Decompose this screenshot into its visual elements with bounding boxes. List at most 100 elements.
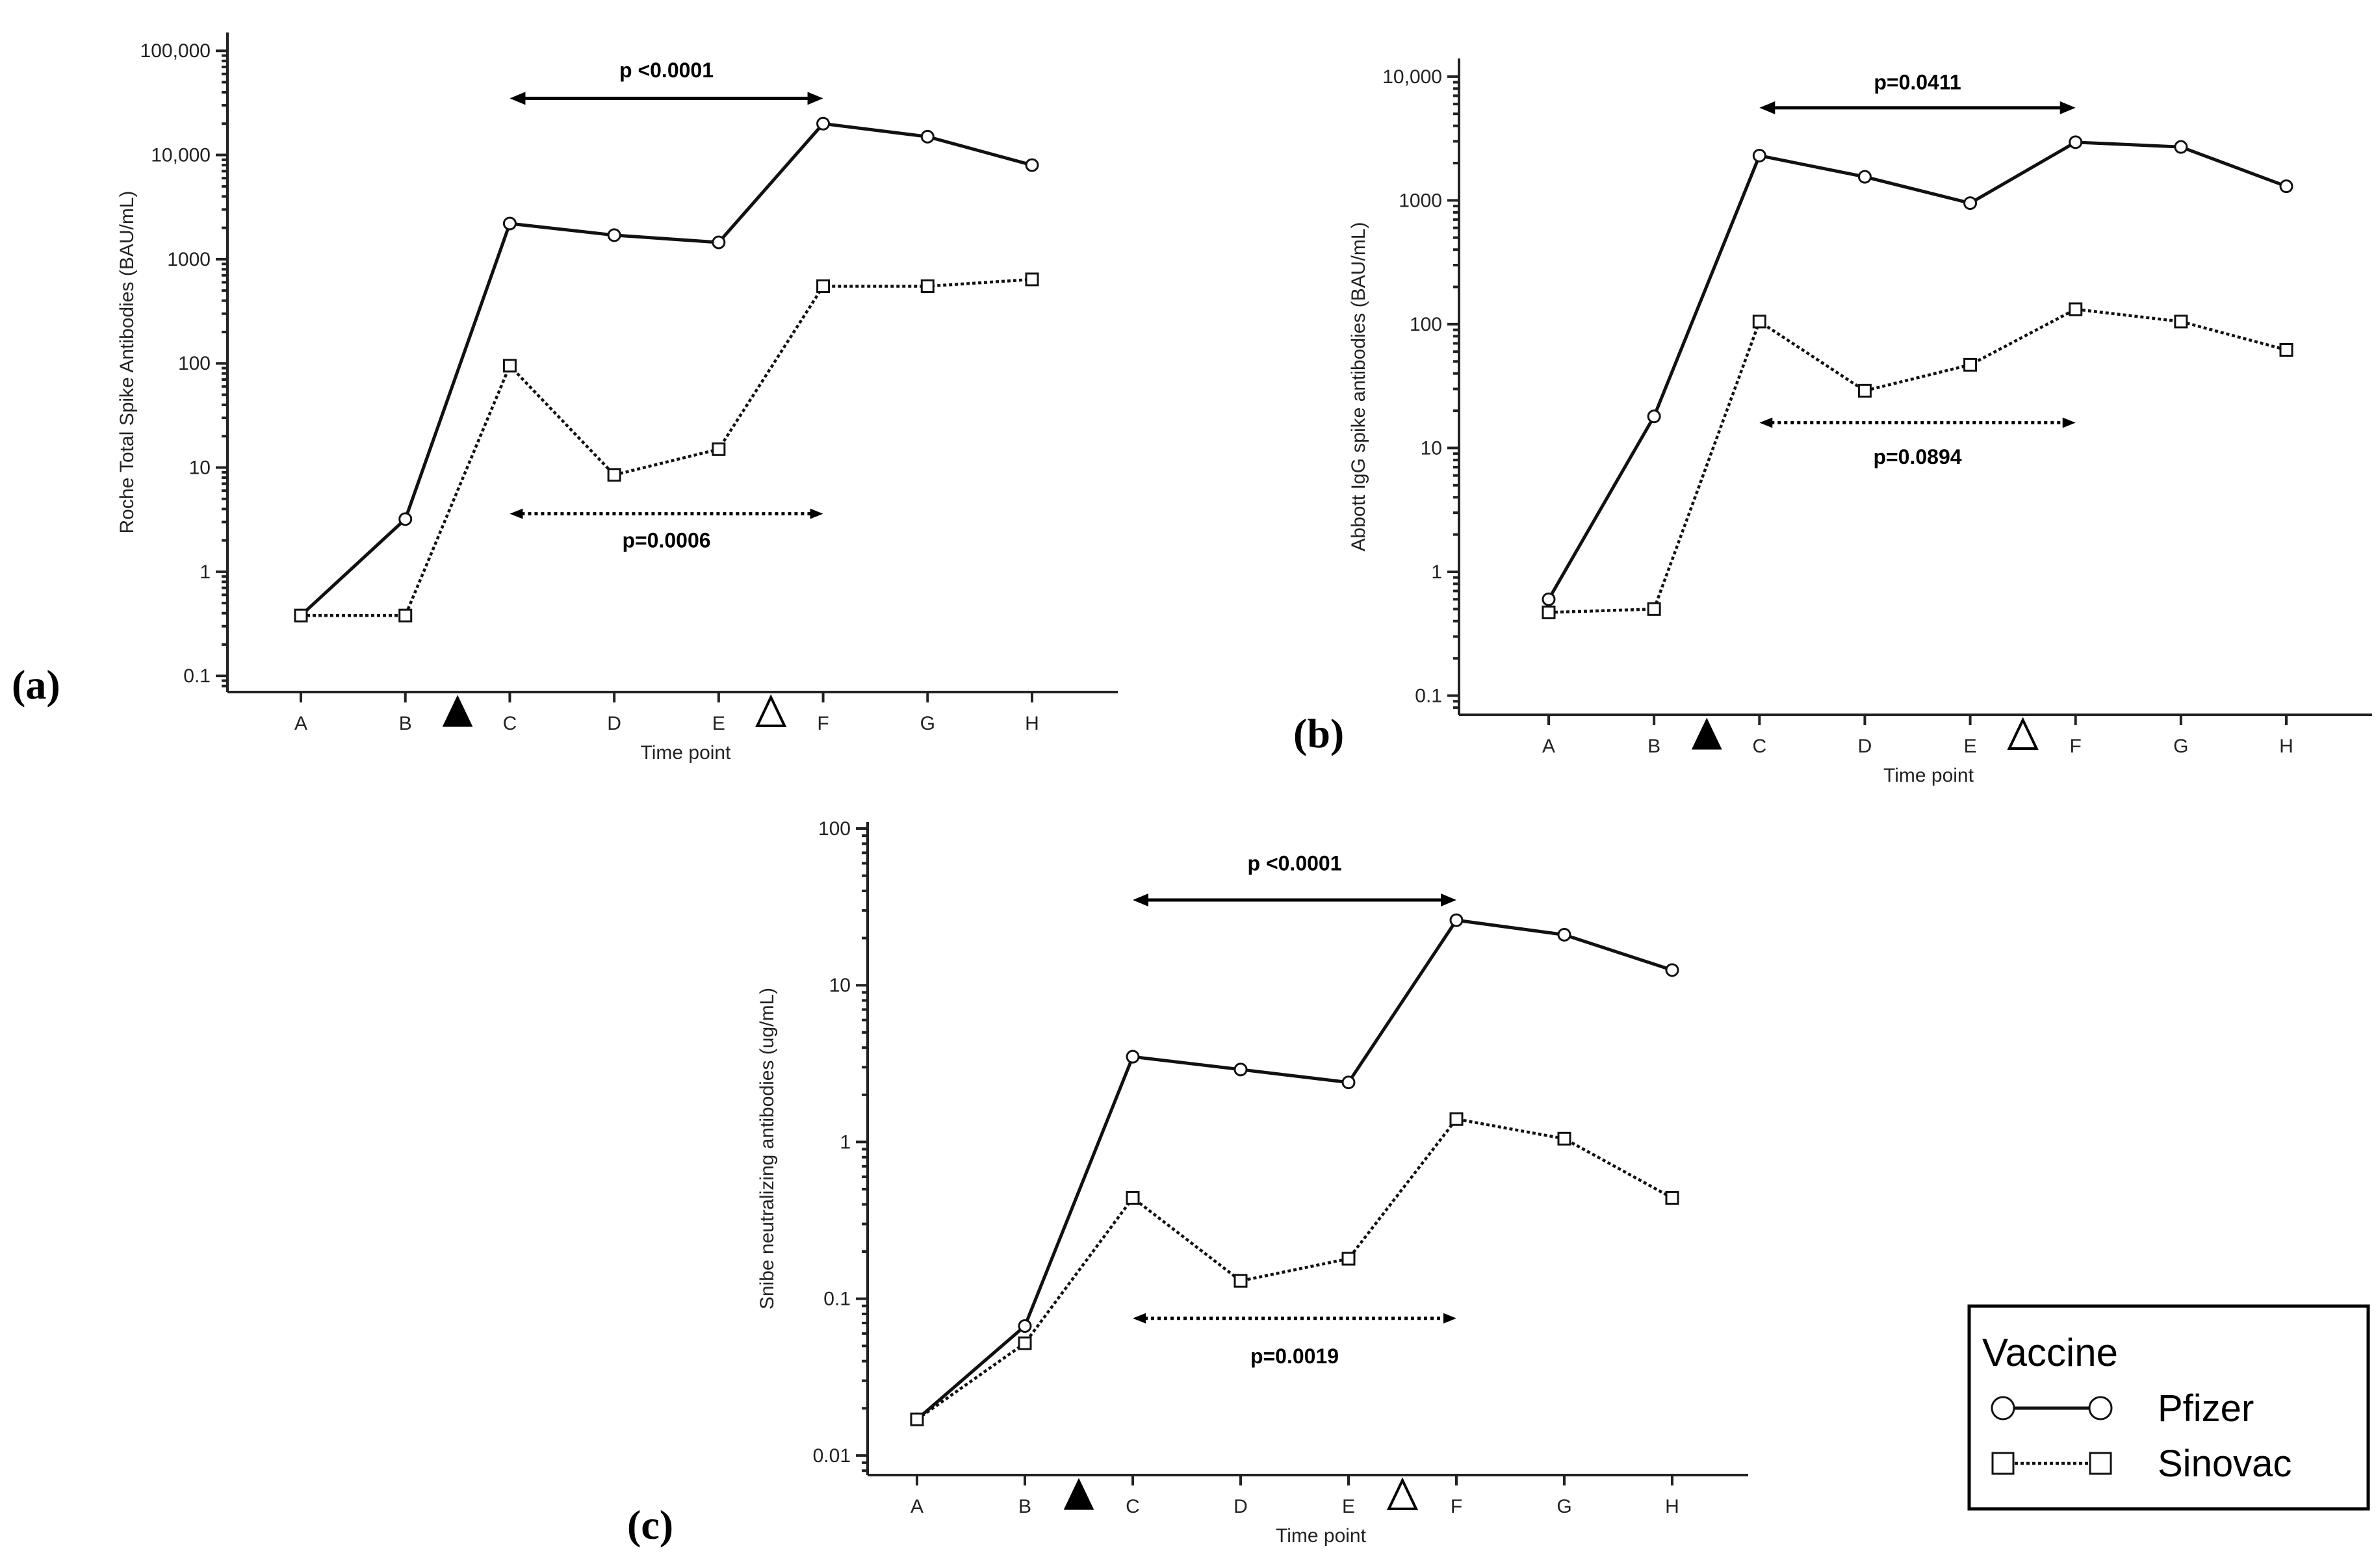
y-tick-label: 0.1 xyxy=(183,665,211,687)
data-point-pfizer xyxy=(1233,1062,1248,1077)
series-line-pfizer xyxy=(916,918,1673,1421)
panel-label: (b) xyxy=(1293,710,1344,756)
y-tick-label: 1000 xyxy=(1399,190,1442,211)
data-point-sinovac xyxy=(294,608,308,623)
arrow-head-right xyxy=(1441,893,1456,906)
y-tick-label: 10 xyxy=(189,457,211,479)
x-tick-label: H xyxy=(2279,736,2293,757)
y-tick-label: 1 xyxy=(200,561,211,583)
data-point-sinovac xyxy=(816,279,831,294)
x-tick-label: A xyxy=(910,1496,923,1517)
x-tick-label: E xyxy=(1964,736,1977,757)
y-tick-label: 0.1 xyxy=(823,1289,851,1310)
y-tick-label: 1 xyxy=(1431,561,1442,583)
x-tick-label: G xyxy=(920,713,935,734)
data-point-sinovac xyxy=(1963,357,1978,372)
data-point-sinovac xyxy=(1647,602,1661,616)
legend-pfizer-circle-marker xyxy=(1991,1396,2015,1420)
data-point-sinovac xyxy=(1233,1274,1248,1288)
arrow-head-left xyxy=(1759,417,1773,428)
arrow-head-left xyxy=(510,508,523,519)
series-line-pfizer xyxy=(1547,140,2287,600)
data-point-pfizer xyxy=(1449,913,1464,927)
p-value-label: p=0.0411 xyxy=(1874,71,1961,94)
x-tick-label: C xyxy=(503,713,517,734)
data-point-pfizer xyxy=(2174,140,2188,154)
y-tick-label: 10 xyxy=(1421,437,1442,459)
dose-open-triangle-icon xyxy=(2007,717,2039,750)
x-tick-label: H xyxy=(1665,1496,1679,1517)
y-tick-label: 10 xyxy=(829,975,851,996)
y-tick-label: 100,000 xyxy=(140,40,211,62)
x-axis-title: Time point xyxy=(641,742,732,764)
data-point-pfizer xyxy=(502,216,517,231)
data-point-sinovac xyxy=(502,359,517,373)
panel-label: (a) xyxy=(12,662,60,708)
data-point-sinovac xyxy=(2279,342,2293,357)
x-tick-label: F xyxy=(2070,736,2082,757)
data-point-pfizer xyxy=(1126,1049,1140,1064)
dose-open-triangle-icon xyxy=(755,694,787,727)
data-point-sinovac xyxy=(1752,315,1766,329)
data-point-sinovac xyxy=(1557,1131,1571,1146)
legend-sinovac-square-marker xyxy=(2089,1452,2112,1475)
x-tick-label: A xyxy=(294,713,307,734)
data-point-sinovac xyxy=(1857,383,1872,398)
data-point-pfizer xyxy=(1647,409,1661,424)
data-point-pfizer xyxy=(1665,963,1679,977)
y-axis-title: Abbott IgG spike antibodies (BAU/mL) xyxy=(1348,222,1369,552)
panel-b: 0.1 1 10 100 1000 10,000 A B C D E F G H Time point Abb… xyxy=(1293,58,2372,786)
x-tick-label: E xyxy=(1342,1496,1355,1517)
panel-a: 0.1 1 10 100 1000 10,000 100,000 A B C D E F G H Time p… xyxy=(12,32,1118,764)
panel-label: (c) xyxy=(627,1502,673,1548)
p-value-label: p=0.0019 xyxy=(1250,1344,1339,1368)
data-point-sinovac xyxy=(1018,1336,1032,1350)
y-axis-title: Snibe neutralizing antibodies (ug/mL) xyxy=(756,988,778,1309)
data-point-sinovac xyxy=(398,608,413,623)
data-point-pfizer xyxy=(2069,135,2083,149)
data-point-pfizer xyxy=(1018,1319,1032,1333)
arrow-head-left xyxy=(510,92,526,105)
data-point-sinovac xyxy=(607,468,621,482)
x-tick-label: G xyxy=(1556,1496,1571,1517)
arrow-head-right xyxy=(2062,417,2076,428)
y-tick-label: 0.1 xyxy=(1415,685,1442,706)
p-value-label: p <0.0001 xyxy=(619,58,714,82)
p-value-label: p=0.0006 xyxy=(622,529,710,552)
data-point-pfizer xyxy=(1557,927,1571,942)
data-point-pfizer xyxy=(1542,592,1556,606)
data-point-pfizer xyxy=(2279,179,2293,194)
x-tick-label: B xyxy=(1647,736,1660,757)
data-point-sinovac xyxy=(1341,1252,1356,1266)
arrow-head-left xyxy=(1133,893,1148,906)
dose-open-triangle-icon xyxy=(1386,1477,1419,1510)
x-tick-label: F xyxy=(817,713,829,734)
y-tick-label: 100 xyxy=(178,353,211,374)
data-point-sinovac xyxy=(910,1412,924,1426)
data-point-sinovac xyxy=(920,279,935,294)
data-point-pfizer xyxy=(712,235,726,250)
data-point-sinovac xyxy=(1025,272,1039,287)
series-line-sinovac xyxy=(301,277,1033,617)
y-tick-label: 0.01 xyxy=(813,1445,851,1467)
data-point-sinovac xyxy=(1542,605,1556,619)
x-tick-label: A xyxy=(1542,736,1555,757)
y-tick-label: 1000 xyxy=(167,249,211,270)
legend-item-pfizer: Pfizer xyxy=(1991,1387,2254,1430)
y-tick-label: 10,000 xyxy=(151,145,211,166)
panel-c: 0.01 0.1 1 10 100 A B C D E F G H Time point Snibe neu… xyxy=(627,818,1748,1548)
legend-pfizer-circle-marker xyxy=(2088,1396,2113,1420)
legend-label-pfizer: Pfizer xyxy=(2158,1387,2254,1430)
dose-filled-triangle-icon xyxy=(1063,1478,1094,1510)
x-tick-label: E xyxy=(712,713,725,734)
x-tick-label: D xyxy=(1858,736,1872,757)
series-line-sinovac xyxy=(916,1117,1673,1421)
arrow-head-right xyxy=(810,508,823,519)
data-point-sinovac xyxy=(1126,1190,1140,1205)
x-tick-label: B xyxy=(399,713,412,734)
y-tick-label: 100 xyxy=(818,818,851,840)
x-tick-label: B xyxy=(1018,1496,1031,1517)
data-point-pfizer xyxy=(920,129,935,144)
legend-item-sinovac: Sinovac xyxy=(1991,1443,2292,1485)
